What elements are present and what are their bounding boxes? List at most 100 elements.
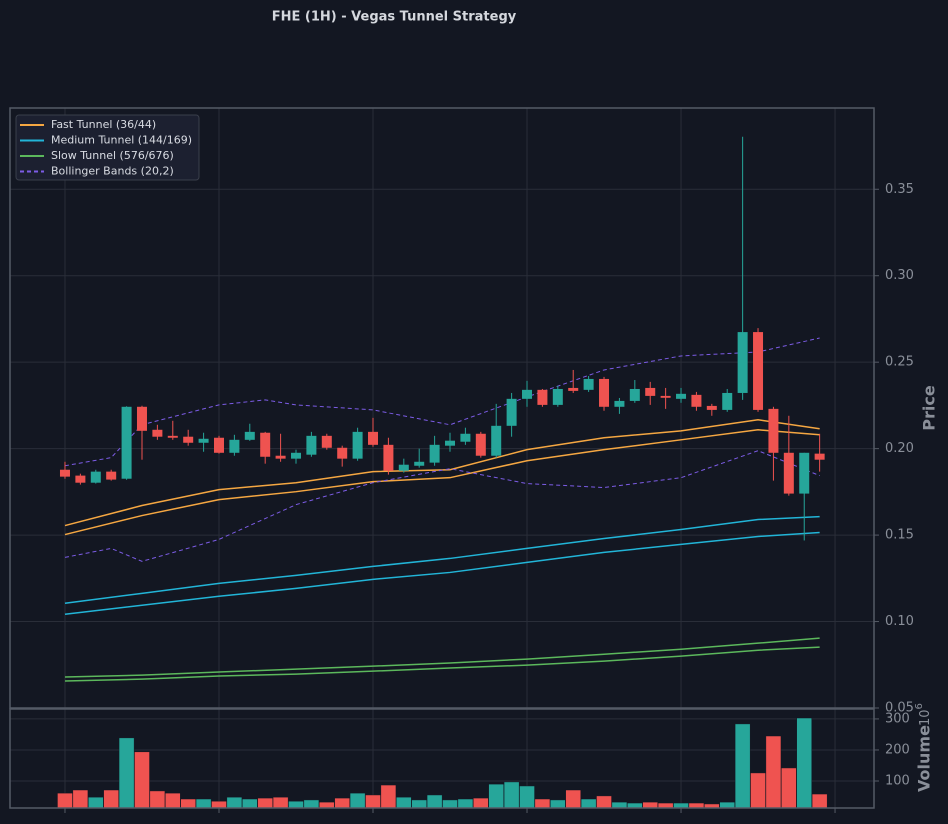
plot-border <box>9 107 875 709</box>
volume-bar <box>457 798 474 809</box>
candle-body <box>491 425 502 456</box>
candle-body <box>290 452 301 459</box>
volume-bar <box>288 800 304 809</box>
candle-body <box>537 389 548 405</box>
y-tick-label: 100 <box>885 774 910 789</box>
candle-body <box>59 469 70 477</box>
y-tick-label: 200 <box>885 742 910 757</box>
candle-body <box>445 440 456 446</box>
volume-bar <box>550 799 566 809</box>
legend-box <box>15 114 200 181</box>
candle-body <box>460 433 471 442</box>
candle-body <box>244 431 255 440</box>
candle-body <box>691 394 702 407</box>
legend-label: Bollinger Bands (20,2) <box>51 165 174 178</box>
volume-bar <box>396 796 412 809</box>
volume-bar <box>118 737 135 809</box>
y-tick-label: 0.30 <box>885 268 914 283</box>
candle-body <box>429 444 440 463</box>
indicator-line <box>64 637 820 678</box>
offset-base: 10 <box>918 709 933 726</box>
volume-bar <box>303 799 320 809</box>
candle-body <box>198 438 209 443</box>
legend-label: Slow Tunnel (576/676) <box>51 149 174 162</box>
volume-bar <box>473 797 489 809</box>
chart-title: FHE (1H) - Vegas Tunnel Strategy <box>272 10 517 25</box>
axis-offset: 106 <box>914 703 933 726</box>
volume-bar <box>734 723 751 809</box>
candle-body <box>414 461 425 466</box>
indicator-line <box>64 429 820 536</box>
y-tick-label: 0.10 <box>885 614 914 629</box>
candle-body <box>753 332 764 410</box>
indicator-line <box>64 419 820 527</box>
candle-body <box>722 392 733 410</box>
volume-bar <box>195 798 212 809</box>
candle-body <box>629 388 640 401</box>
candle-body <box>106 471 117 480</box>
candle-body <box>614 400 625 407</box>
candle-body <box>383 444 394 471</box>
volume-bar <box>149 790 166 809</box>
candle-body <box>783 452 794 494</box>
indicator-line <box>64 450 820 562</box>
candle-body <box>506 398 517 426</box>
legend-label: Fast Tunnel (36/44) <box>51 118 156 131</box>
volume-bar <box>796 717 813 809</box>
candle-body <box>229 439 240 453</box>
volume-bar <box>503 781 520 809</box>
candle-body <box>475 433 486 456</box>
candle-body <box>737 332 748 393</box>
volume-bar <box>365 794 381 809</box>
legend: Fast Tunnel (36/44) Medium Tunnel (144/16… <box>15 114 200 181</box>
y-tick-label: 0.15 <box>885 528 914 543</box>
candle-body <box>90 471 101 483</box>
volume-bar <box>580 798 597 809</box>
candle-body <box>552 388 563 405</box>
volume-bar <box>134 751 150 809</box>
volume-bar <box>750 772 766 809</box>
candle-body <box>136 406 147 431</box>
candle-body <box>599 378 610 407</box>
candle-body <box>398 464 409 471</box>
y-tick-label: 0.35 <box>885 182 914 197</box>
volume-bar <box>272 796 289 809</box>
volume-bar <box>534 798 551 809</box>
volume-bar <box>380 784 397 809</box>
candle-body <box>167 435 178 438</box>
candle-body <box>260 432 271 457</box>
volume-bar <box>349 792 366 809</box>
offset-exponent: 6 <box>914 703 925 709</box>
candle-body <box>676 393 687 399</box>
volume-bar <box>226 796 243 809</box>
indicator-line <box>64 515 820 604</box>
candle-body <box>814 453 825 460</box>
volume-bar <box>719 801 736 809</box>
indicator-line <box>64 646 820 682</box>
volume-bar <box>426 794 443 809</box>
volume-bar <box>781 767 797 809</box>
candle-body <box>183 436 194 443</box>
candle-body <box>337 447 348 459</box>
y-tick-label: 0.20 <box>885 441 914 456</box>
candle-body <box>306 435 317 455</box>
volume-bar <box>319 801 335 809</box>
candle-body <box>352 431 363 459</box>
candle-body <box>213 437 224 453</box>
volume-bar <box>765 735 782 809</box>
volume-bar <box>596 795 612 809</box>
candle-body <box>368 431 379 445</box>
volume-bar <box>241 798 258 809</box>
volume-bar <box>334 797 350 809</box>
volume-bar <box>257 797 273 809</box>
volume-bar <box>57 792 73 809</box>
volume-bar <box>103 789 119 809</box>
volume-bar <box>211 800 227 809</box>
y-tick-label: 0.05 <box>885 701 914 716</box>
volume-bar <box>642 801 659 809</box>
volume-bar <box>811 793 828 809</box>
candle-body <box>706 405 717 410</box>
candle-body <box>275 455 286 459</box>
legend-label: Medium Tunnel (144/169) <box>51 134 192 147</box>
